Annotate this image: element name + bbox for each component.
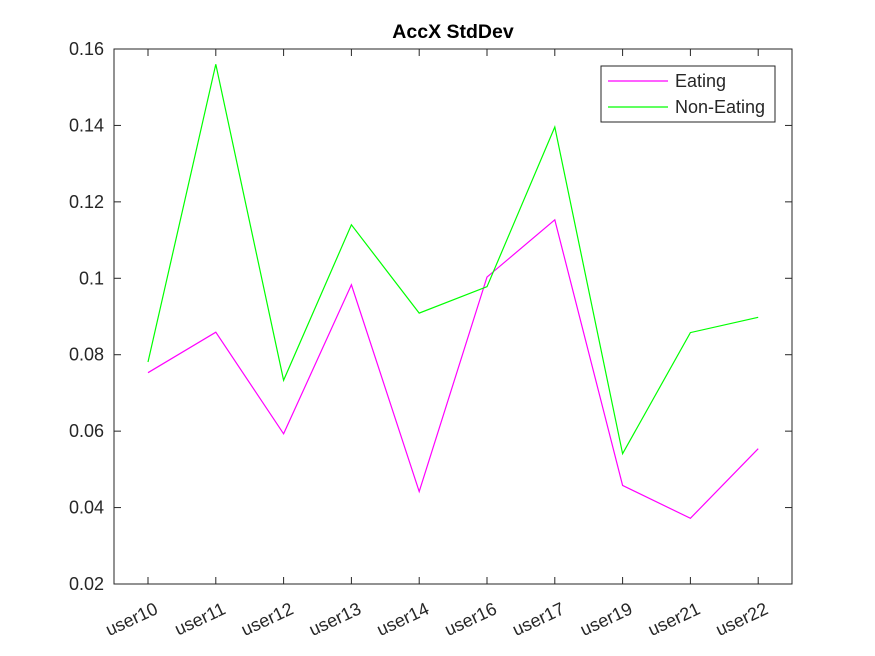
x-tick-label: user17: [509, 599, 567, 640]
legend-label: Non-Eating: [675, 97, 765, 117]
x-tick-label: user19: [577, 599, 635, 640]
axes-box: [113, 48, 793, 585]
y-tick-label: 0.08: [69, 345, 104, 365]
legend-box: [600, 65, 776, 123]
series-line-eating: [147, 218, 759, 520]
chart-title: AccX StdDev: [392, 21, 514, 43]
series-line-non-eating: [147, 64, 759, 456]
x-tick-label: user12: [238, 599, 296, 640]
x-tick-label: user21: [645, 599, 703, 640]
series-layer: [147, 64, 759, 520]
y-tick-label: 0.14: [69, 115, 104, 135]
x-tick-label: user22: [713, 599, 771, 640]
x-tick-label: user16: [441, 599, 499, 640]
x-tick-label: user13: [306, 599, 364, 640]
legend: Eating Non-Eating: [600, 65, 776, 123]
y-tick-label: 0.16: [69, 39, 104, 59]
legend-label: Eating: [675, 71, 726, 91]
x-tick-label: user10: [102, 599, 160, 640]
y-tick-label: 0.1: [79, 268, 104, 288]
plot-area: [114, 49, 792, 584]
y-tick-label: 0.12: [69, 192, 104, 212]
y-tick-label: 0.06: [69, 421, 104, 441]
x-tick-label: user14: [374, 599, 432, 640]
x-tick-label: user11: [171, 599, 228, 640]
y-tick-label: 0.02: [69, 574, 104, 594]
y-tick-label: 0.04: [69, 498, 104, 518]
